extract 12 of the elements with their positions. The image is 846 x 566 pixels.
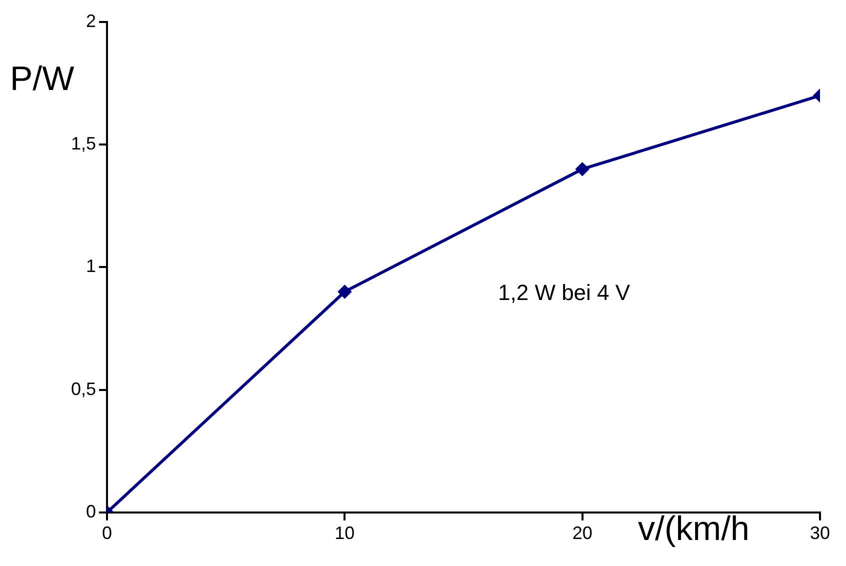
annotation: 1,2 W bei 4 V [498,280,630,306]
y-tick-label: 0,5 [70,378,96,399]
x-tick-label: 20 [572,523,592,544]
x-tick-label: 30 [810,523,830,544]
y-tick-label: 1 [86,256,96,276]
x-axis-title: v/(km/h [638,510,750,549]
x-tick-label: 0 [102,523,112,544]
y-tick-label: 1,5 [70,134,96,154]
y-axis-title: P/W [10,60,74,99]
y-tick-label: 0 [86,501,96,522]
x-tick-label: 10 [334,523,355,544]
y-tick-label: 2 [86,10,96,31]
